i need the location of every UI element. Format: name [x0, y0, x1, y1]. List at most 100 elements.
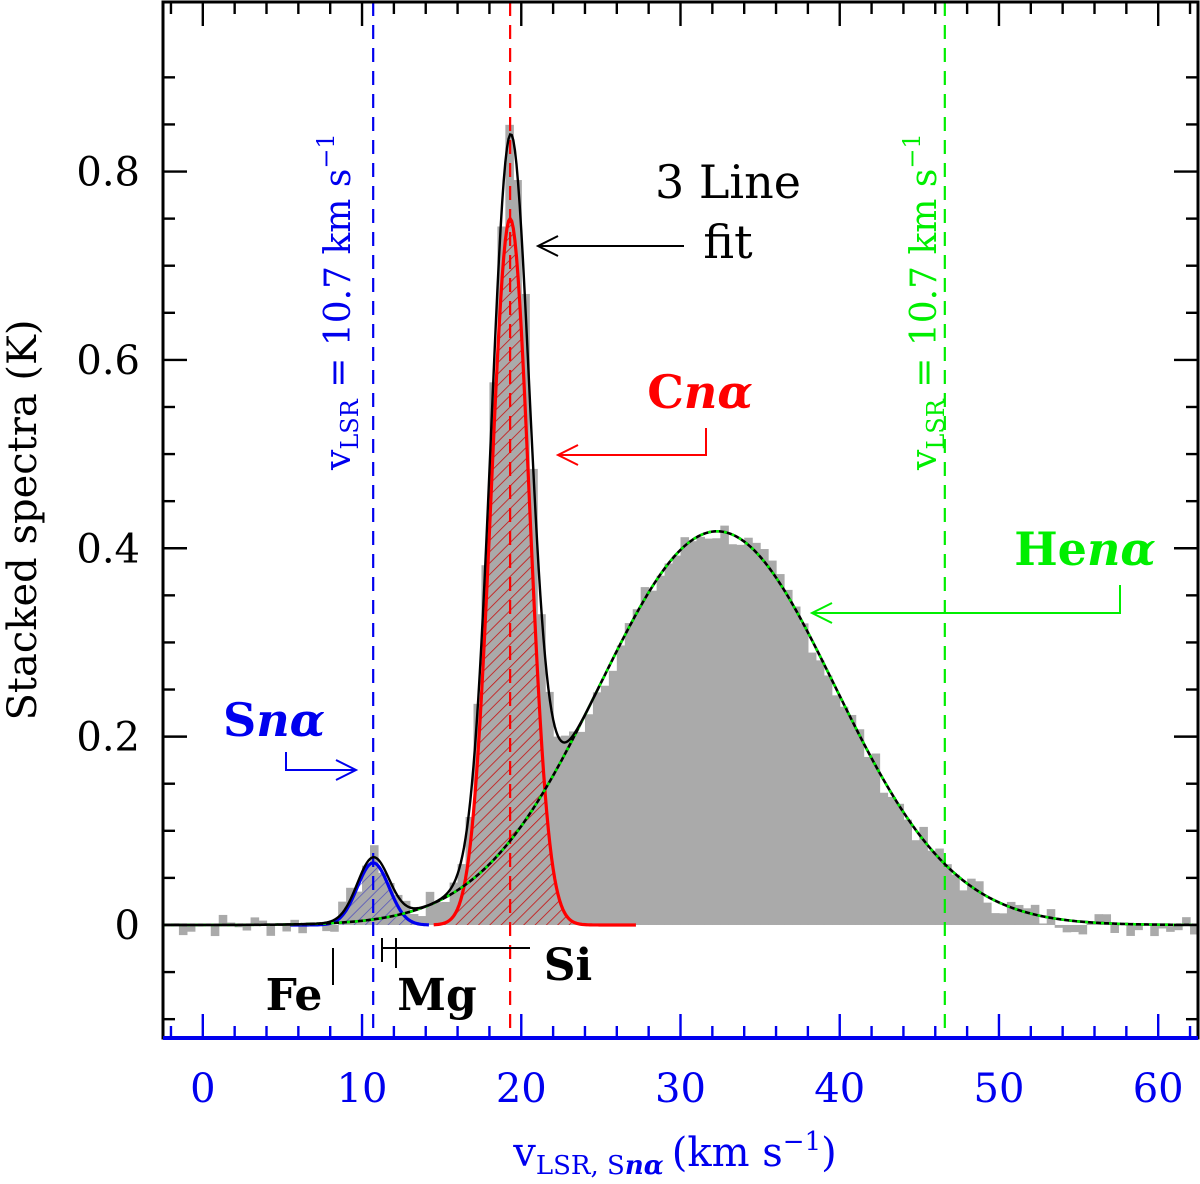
carbon-label: Cnα [647, 365, 752, 419]
x-tick-label: 50 [974, 1066, 1025, 1112]
x-tick-label: 10 [337, 1066, 388, 1112]
fit-annotation-line1: 3 Line [655, 155, 801, 209]
spectrum-bar [1006, 901, 1016, 925]
spectrum-bar [545, 691, 554, 925]
spectrum-bar [680, 537, 690, 925]
spectrum-bar [1190, 924, 1199, 935]
total-fit-curve [163, 133, 601, 927]
spectrum-bar [807, 652, 817, 925]
spectrum-bar [799, 623, 809, 925]
spectrum-bar [991, 913, 1000, 925]
spectrum-bar [577, 731, 586, 925]
spectrum-bar [871, 753, 881, 925]
y-axis-label: Stacked spectra (K) [0, 319, 46, 720]
spectrum-bar [553, 736, 562, 925]
spectrum-bar [927, 850, 936, 925]
spectrum-bar [1054, 924, 1064, 928]
spectrum-bar [640, 587, 650, 925]
plot-area [163, 2, 1199, 1038]
element-label-mg: Mg [397, 970, 476, 1021]
x-axis-label: vLSR, Snα (km s−1) [512, 1127, 836, 1181]
spectrum-bar [218, 914, 228, 925]
spectrum-bar [823, 675, 833, 925]
spectrum-bar [433, 902, 443, 925]
fit-annotation-line2: fit [703, 215, 753, 269]
spectrum-bar [712, 538, 721, 925]
spectrum-bar [298, 924, 307, 934]
spectrum-bar [744, 537, 753, 925]
spectrum-bar [1070, 924, 1080, 933]
y-tick-label: 0.8 [76, 150, 140, 196]
spectrum-bar [1174, 924, 1183, 931]
spectrum-bar [1126, 924, 1135, 936]
spectrum-bar [998, 913, 1008, 925]
spectrum-bar [282, 924, 291, 932]
spectrum-bar [322, 924, 331, 932]
vlsr-right-label: vLSR = 10.7 km s−1 [898, 133, 950, 471]
spectrum-bar [784, 589, 793, 925]
element-marker-lines [332, 938, 530, 985]
spectrum-bar [561, 735, 570, 925]
spectrum-bar [1014, 904, 1024, 925]
fit-area-cn-alpha [433, 218, 636, 925]
spectrum-bar [266, 924, 276, 936]
spectrum-bar [943, 864, 952, 925]
spectrum-bar [186, 924, 196, 932]
spectrum-bar [290, 919, 299, 925]
spectrum-bar [1062, 924, 1072, 933]
spectrum-bar [1094, 914, 1104, 925]
spectrum-bar [584, 714, 594, 925]
fit-arrow [535, 235, 684, 257]
spectrum-bar [704, 538, 713, 925]
spectrum-bar [736, 544, 745, 925]
y-tick-label: 0.2 [76, 715, 140, 761]
spectrum-bar [911, 840, 920, 925]
x-tick-label: 0 [190, 1066, 215, 1112]
element-label-fe: Fe [266, 970, 323, 1021]
spectrum-bar [1134, 924, 1143, 931]
spectrum-bar [624, 623, 634, 925]
spectrum-bar [951, 874, 960, 925]
spectrum-bar [441, 901, 451, 925]
fit-area-sn-alpha [290, 862, 429, 925]
spectrum-bar [608, 670, 618, 925]
spectrum-bar [648, 590, 658, 925]
spectrum-bar [258, 920, 268, 925]
element-label-si: Si [544, 940, 593, 991]
sulfur-arrow [285, 752, 359, 781]
y-tick-label: 0 [115, 903, 140, 949]
tick-labels: 0 10 20 30 40 50 60 0 0.2 0.4 0.6 0.8 [76, 150, 1183, 1112]
helium-label: Henα [1014, 522, 1156, 576]
spectrum-bar [600, 685, 610, 925]
spectrum-bar [919, 826, 928, 925]
spectrum-bar [720, 525, 729, 925]
spectrum-bar [592, 692, 602, 925]
spectrum-bar [242, 924, 252, 931]
spectrum-bar [1158, 924, 1167, 929]
sulfur-label: Snα [223, 693, 325, 747]
fit-curve-cn-alpha [433, 215, 636, 927]
spectrum-bar [250, 917, 260, 925]
spectrum-bar [847, 714, 857, 925]
spectrum-bar [959, 890, 968, 925]
x-tick-label: 30 [655, 1066, 706, 1112]
spectrum-bar [839, 706, 849, 925]
x-tick-label: 60 [1133, 1066, 1184, 1112]
spectrum-bar [752, 542, 761, 925]
spectrum-bar [664, 563, 674, 925]
vlsr-left-label: vLSR = 10.7 km s−1 [312, 133, 364, 471]
spectrum-bar [425, 891, 435, 925]
spectrum-bar [760, 549, 769, 925]
spectrum-bar [1038, 923, 1048, 925]
spectrum-bar [879, 792, 889, 925]
helium-arrow [809, 585, 1121, 624]
spectrum-bar [831, 695, 841, 925]
spectrum-bar [330, 924, 339, 932]
axis-ticks [163, 2, 1198, 1038]
y-tick-label: 0.6 [76, 338, 140, 384]
spectrum-bar [569, 731, 578, 925]
spectrum-bar [975, 881, 984, 925]
spectrum-bar [1110, 924, 1119, 933]
spectrum-bar [1102, 914, 1112, 925]
spectrum-bar [1166, 924, 1175, 932]
